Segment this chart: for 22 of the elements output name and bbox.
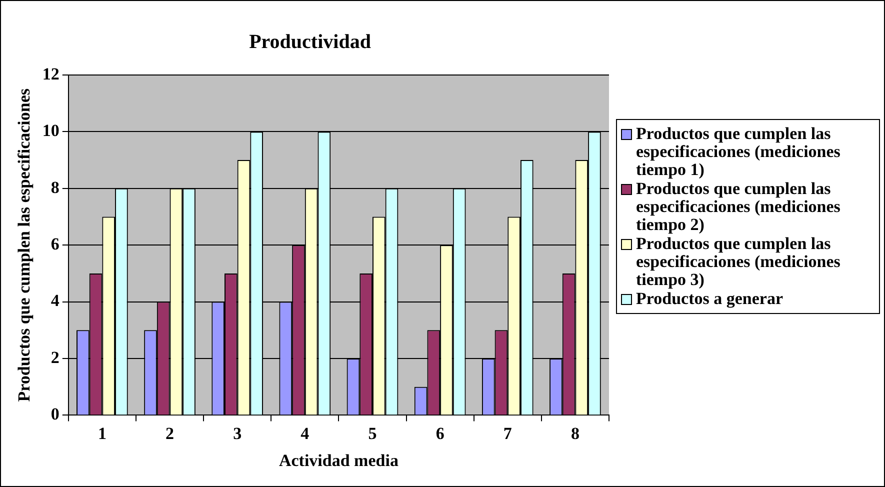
x-tick-label: 3: [233, 424, 242, 443]
legend-label: Productos que cumplen las especificaciones (mediciones tiempo 1): [636, 124, 842, 179]
y-tick-label: 8: [50, 178, 60, 197]
legend-label: Productos que cumplen las especificaciones (mediciones tiempo 3): [636, 234, 842, 289]
y-tick-label: 6: [50, 234, 60, 254]
legend-label: Productos a generar: [636, 289, 783, 308]
y-tick-label: 4: [50, 291, 60, 310]
legend-label: Productos que cumplen las especificaciones (mediciones tiempo 2): [636, 179, 842, 234]
y-tick-label: 10: [42, 121, 60, 140]
chart-title: Productividad: [249, 31, 371, 54]
y-tick-label: 2: [50, 348, 60, 367]
x-tick-label: 6: [436, 424, 444, 443]
x-tick-label: 7: [503, 424, 512, 443]
x-tick-label: 1: [98, 424, 106, 443]
x-tick-label: 8: [570, 424, 580, 443]
x-tick-label: 4: [300, 424, 310, 443]
y-axis-title: Productos que cumplen las especificaciones: [14, 88, 34, 402]
x-tick-label: 5: [368, 424, 377, 443]
x-tick-label: 2: [166, 424, 174, 443]
y-tick-label: 0: [50, 404, 60, 424]
y-tick-label: 12: [42, 64, 60, 84]
x-axis-title: Actividad media: [278, 451, 399, 470]
